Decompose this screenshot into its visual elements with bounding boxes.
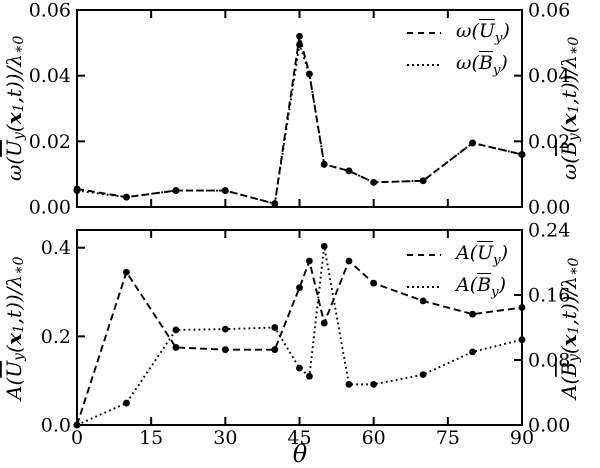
data-point: [345, 257, 353, 265]
data-point: [172, 326, 180, 334]
dotted-line-sample: [407, 64, 441, 66]
dotted-line-sample: [407, 286, 441, 288]
data-point: [469, 310, 476, 318]
x-tick-label: 30: [213, 427, 237, 449]
legend-label-omega-uy: ω(Uy): [456, 20, 510, 46]
data-point: [221, 325, 229, 333]
right-y-tick-label: 0.00: [528, 197, 570, 219]
data-point: [123, 268, 130, 276]
bottom-plot-legend: A(Uy) A(By): [407, 239, 508, 303]
x-tick-label: 0: [71, 427, 83, 449]
data-point: [370, 178, 378, 186]
x-tick-label: 15: [139, 427, 163, 449]
x-tick-label: 60: [362, 427, 386, 449]
data-point: [320, 160, 328, 168]
right-y-tick-label: 0.02: [528, 131, 570, 153]
data-point: [419, 371, 427, 379]
x-axis-label-theta: θ: [292, 440, 308, 468]
legend-label-a-by: A(By): [456, 274, 507, 300]
right-y-tick-label: 0.24: [528, 220, 570, 242]
data-point: [123, 399, 130, 407]
data-point: [518, 304, 526, 311]
dashed-line-sample: [407, 254, 441, 256]
omega-plot: 0.00 0.02 0.04 0.06 0.00 0.02 0.04 0.06: [29, 0, 571, 219]
data-point: [469, 139, 476, 147]
data-point: [370, 279, 378, 287]
series-markers-a-uy: [73, 257, 526, 429]
right-y-tick-label: 0.06: [528, 0, 570, 22]
legend-label-omega-by: ω(By): [456, 52, 508, 78]
data-point: [305, 70, 313, 78]
data-point: [172, 344, 180, 351]
right-y-tick-label: 0.16: [528, 285, 570, 307]
top-plot-legend: ω(Uy) ω(By): [407, 17, 510, 81]
bottom-plot-right-axis-label: A(By(x1,t))/λ∗0: [557, 257, 582, 399]
data-point: [345, 167, 353, 175]
top-plot-right-axis-label: ω(By(x1,t))/λ∗0: [557, 36, 582, 180]
legend-entry-omega-uy: ω(Uy): [407, 17, 510, 49]
series-markers-omega-by: [73, 41, 526, 208]
data-point: [271, 346, 279, 354]
data-point: [345, 380, 353, 388]
data-point: [518, 151, 526, 158]
data-point: [172, 187, 180, 194]
data-point: [271, 324, 279, 331]
axis-ticks: [76, 229, 523, 426]
x-tick-label: 45: [287, 427, 311, 449]
data-point: [320, 242, 328, 250]
data-point: [518, 336, 526, 344]
data-point: [221, 187, 229, 194]
legend-entry-a-uy: A(Uy): [407, 239, 508, 271]
data-point: [305, 372, 313, 380]
legend-entry-omega-by: ω(By): [407, 49, 510, 81]
data-point: [419, 297, 427, 305]
x-tick-label: 90: [510, 427, 534, 449]
data-point: [221, 346, 229, 354]
right-y-tick-label: 0.08: [528, 350, 570, 372]
legend-entry-a-by: A(By): [407, 271, 508, 303]
right-y-tick-label: 0.04: [528, 65, 570, 87]
data-point: [73, 421, 81, 429]
data-point: [305, 257, 313, 265]
legend-label-a-uy: A(Uy): [456, 242, 509, 268]
right-y-tick-label: 0.00: [528, 415, 570, 437]
data-point: [469, 348, 476, 356]
data-point: [296, 32, 303, 40]
left-y-tick-label: 0.02: [29, 131, 71, 153]
series-markers-a-by: [73, 242, 526, 429]
left-y-tick-label: 0.06: [29, 0, 71, 22]
dashed-line-sample: [407, 32, 441, 34]
axis-ticks: [76, 9, 523, 208]
top-plot-left-axis-label: ω(Uy(x1,t))/λ∗0: [2, 35, 27, 181]
data-point: [296, 364, 303, 372]
data-point: [419, 177, 427, 185]
data-point: [320, 319, 328, 327]
data-point: [296, 284, 303, 292]
data-point: [370, 380, 378, 388]
data-point: [73, 187, 81, 194]
data-point: [296, 41, 303, 48]
left-y-tick-label: 0.0: [41, 415, 71, 437]
data-point: [271, 200, 279, 208]
data-point: [123, 193, 130, 201]
left-y-tick-label: 0.2: [41, 326, 71, 348]
left-y-tick-label: 0.04: [29, 65, 71, 87]
x-tick-label: 75: [436, 427, 460, 449]
bottom-plot-left-axis-label: A(Uy(x1,t))/λ∗0: [2, 256, 27, 400]
amplitude-plot: 0.0 0.2 0.4 0.00 0.08 0.16 0.24 0 15 30 45 60 75 90: [41, 220, 571, 450]
left-y-tick-label: 0.4: [41, 237, 71, 259]
left-y-tick-label: 0.00: [29, 197, 71, 219]
